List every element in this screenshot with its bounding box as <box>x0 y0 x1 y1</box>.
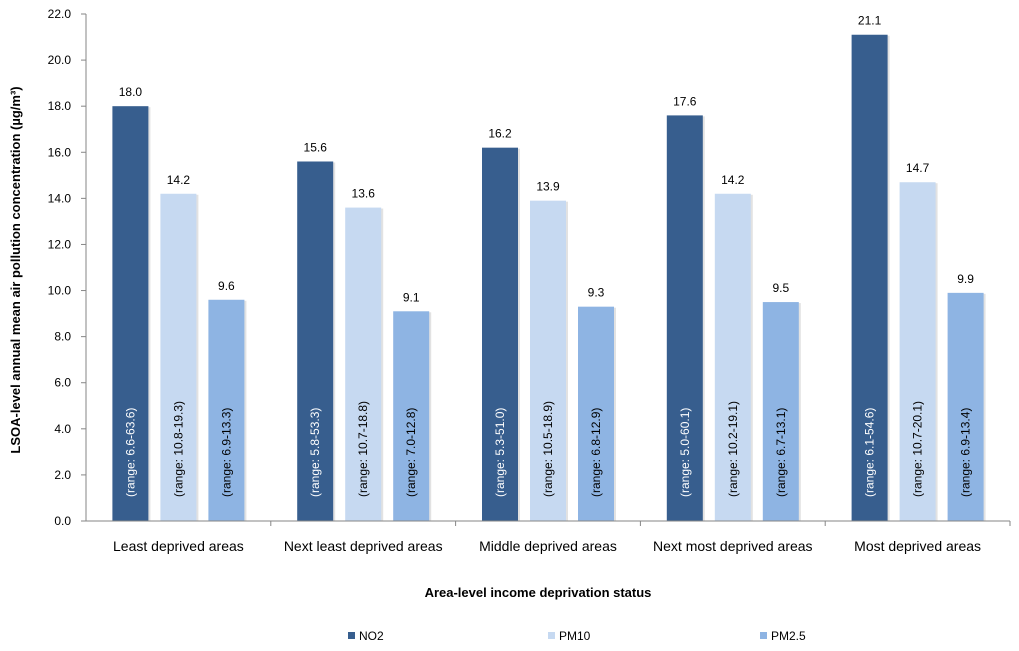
range-label-pm10: (range: 10.7-20.1) <box>911 401 925 497</box>
range-label-no2: (range: 6.6-63.6) <box>123 408 137 497</box>
legend-label-pm10: PM10 <box>559 629 591 643</box>
value-label-pm25: 9.6 <box>218 279 235 293</box>
y-tick-label: 10.0 <box>48 284 72 298</box>
bars: 18.0 (range: 6.6-63.6) 14.2 (range: 10.8-19… <box>112 14 986 522</box>
bar-no2 <box>297 161 334 521</box>
y-tick-label: 16.0 <box>48 145 72 159</box>
y-tick-label: 12.0 <box>48 237 72 251</box>
range-label-pm10: (range: 10.8-19.3) <box>171 401 185 497</box>
range-label-pm10: (range: 10.7-18.8) <box>356 401 370 497</box>
value-label-pm25: 9.1 <box>403 290 420 304</box>
value-label-no2: 15.6 <box>304 140 328 154</box>
value-label-pm10: 14.2 <box>167 173 191 187</box>
bar-pm10 <box>345 207 382 521</box>
value-label-pm10: 14.2 <box>721 173 745 187</box>
bar-no2 <box>112 106 149 521</box>
legend-label-pm25: PM2.5 <box>771 629 806 643</box>
value-label-pm10: 13.9 <box>536 180 560 194</box>
legend-swatch-pm25 <box>760 632 767 639</box>
range-label-pm25: (range: 6.8-12.9) <box>589 408 603 497</box>
bar-pm25 <box>762 302 799 521</box>
bar-pm25 <box>578 306 614 521</box>
range-label-pm25: (range: 6.9-13.4) <box>959 408 973 497</box>
value-label-no2: 18.0 <box>119 85 143 99</box>
x-tick-label: Next least deprived areas <box>284 538 443 554</box>
x-tick-label: Least deprived areas <box>113 538 244 554</box>
y-tick-label: 20.0 <box>48 53 72 67</box>
y-tick-label: 2.0 <box>54 468 71 482</box>
y-tick-label: 8.0 <box>54 330 71 344</box>
range-label-pm10: (range: 10.2-19.1) <box>726 401 740 497</box>
range-label-pm10: (range: 10.5-18.9) <box>541 401 555 497</box>
legend-label-no2: NO2 <box>359 629 384 643</box>
range-label-pm25: (range: 6.7-13.1) <box>774 408 788 497</box>
y-tick-label: 4.0 <box>54 422 71 436</box>
value-label-pm10: 13.6 <box>352 187 376 201</box>
bar-pm25 <box>947 292 984 521</box>
bar-pm10 <box>530 200 566 521</box>
range-label-no2: (range: 6.1-54.6) <box>863 408 877 497</box>
legend-swatch-pm10 <box>548 632 555 639</box>
y-tick-label: 0.0 <box>54 514 71 528</box>
range-label-pm25: (range: 6.9-13.3) <box>219 408 233 497</box>
value-label-no2: 17.6 <box>673 94 697 108</box>
value-label-no2: 16.2 <box>488 127 512 141</box>
x-axis-title: Area-level income deprivation status <box>425 585 652 600</box>
range-label-no2: (range: 5.0-60.1) <box>678 408 692 497</box>
bar-no2 <box>851 34 888 522</box>
legend: NO2 PM10 PM2.5 <box>348 629 806 643</box>
range-label-pm25: (range: 7.0-12.8) <box>404 408 418 497</box>
bar-pm10 <box>899 182 936 521</box>
y-tick-label: 6.0 <box>54 376 71 390</box>
x-tick-label: Most deprived areas <box>854 538 981 554</box>
range-label-no2: (range: 5.3-51.0) <box>493 408 507 497</box>
legend-swatch-no2 <box>348 632 355 639</box>
bar-pm10 <box>714 193 751 521</box>
y-axis-title: LSOA-level annual mean air pollution con… <box>8 86 23 453</box>
value-label-no2: 21.1 <box>858 14 882 28</box>
y-tick-label: 14.0 <box>48 191 72 205</box>
value-label-pm25: 9.9 <box>957 272 974 286</box>
x-tick-label: Middle deprived areas <box>479 538 617 554</box>
value-label-pm25: 9.3 <box>588 286 605 300</box>
bar-no2 <box>482 147 518 521</box>
y-tick-label: 22.0 <box>48 7 72 21</box>
bar-no2 <box>666 115 703 522</box>
x-tick-label: Next most deprived areas <box>653 538 813 554</box>
y-axis: 0.0 2.0 4.0 6.0 8.0 10.0 12.0 14.0 16.0 18.0 20.0 2… <box>48 7 87 528</box>
bar-pm10 <box>160 193 197 521</box>
bar-pm25 <box>393 311 430 521</box>
y-tick-label: 18.0 <box>48 99 72 113</box>
x-axis: Least deprived areas Next least deprived … <box>86 520 1011 554</box>
bar-pm25 <box>208 299 245 521</box>
value-label-pm25: 9.5 <box>772 281 789 295</box>
range-label-no2: (range: 5.8-53.3) <box>308 408 322 497</box>
value-label-pm10: 14.7 <box>906 161 930 175</box>
